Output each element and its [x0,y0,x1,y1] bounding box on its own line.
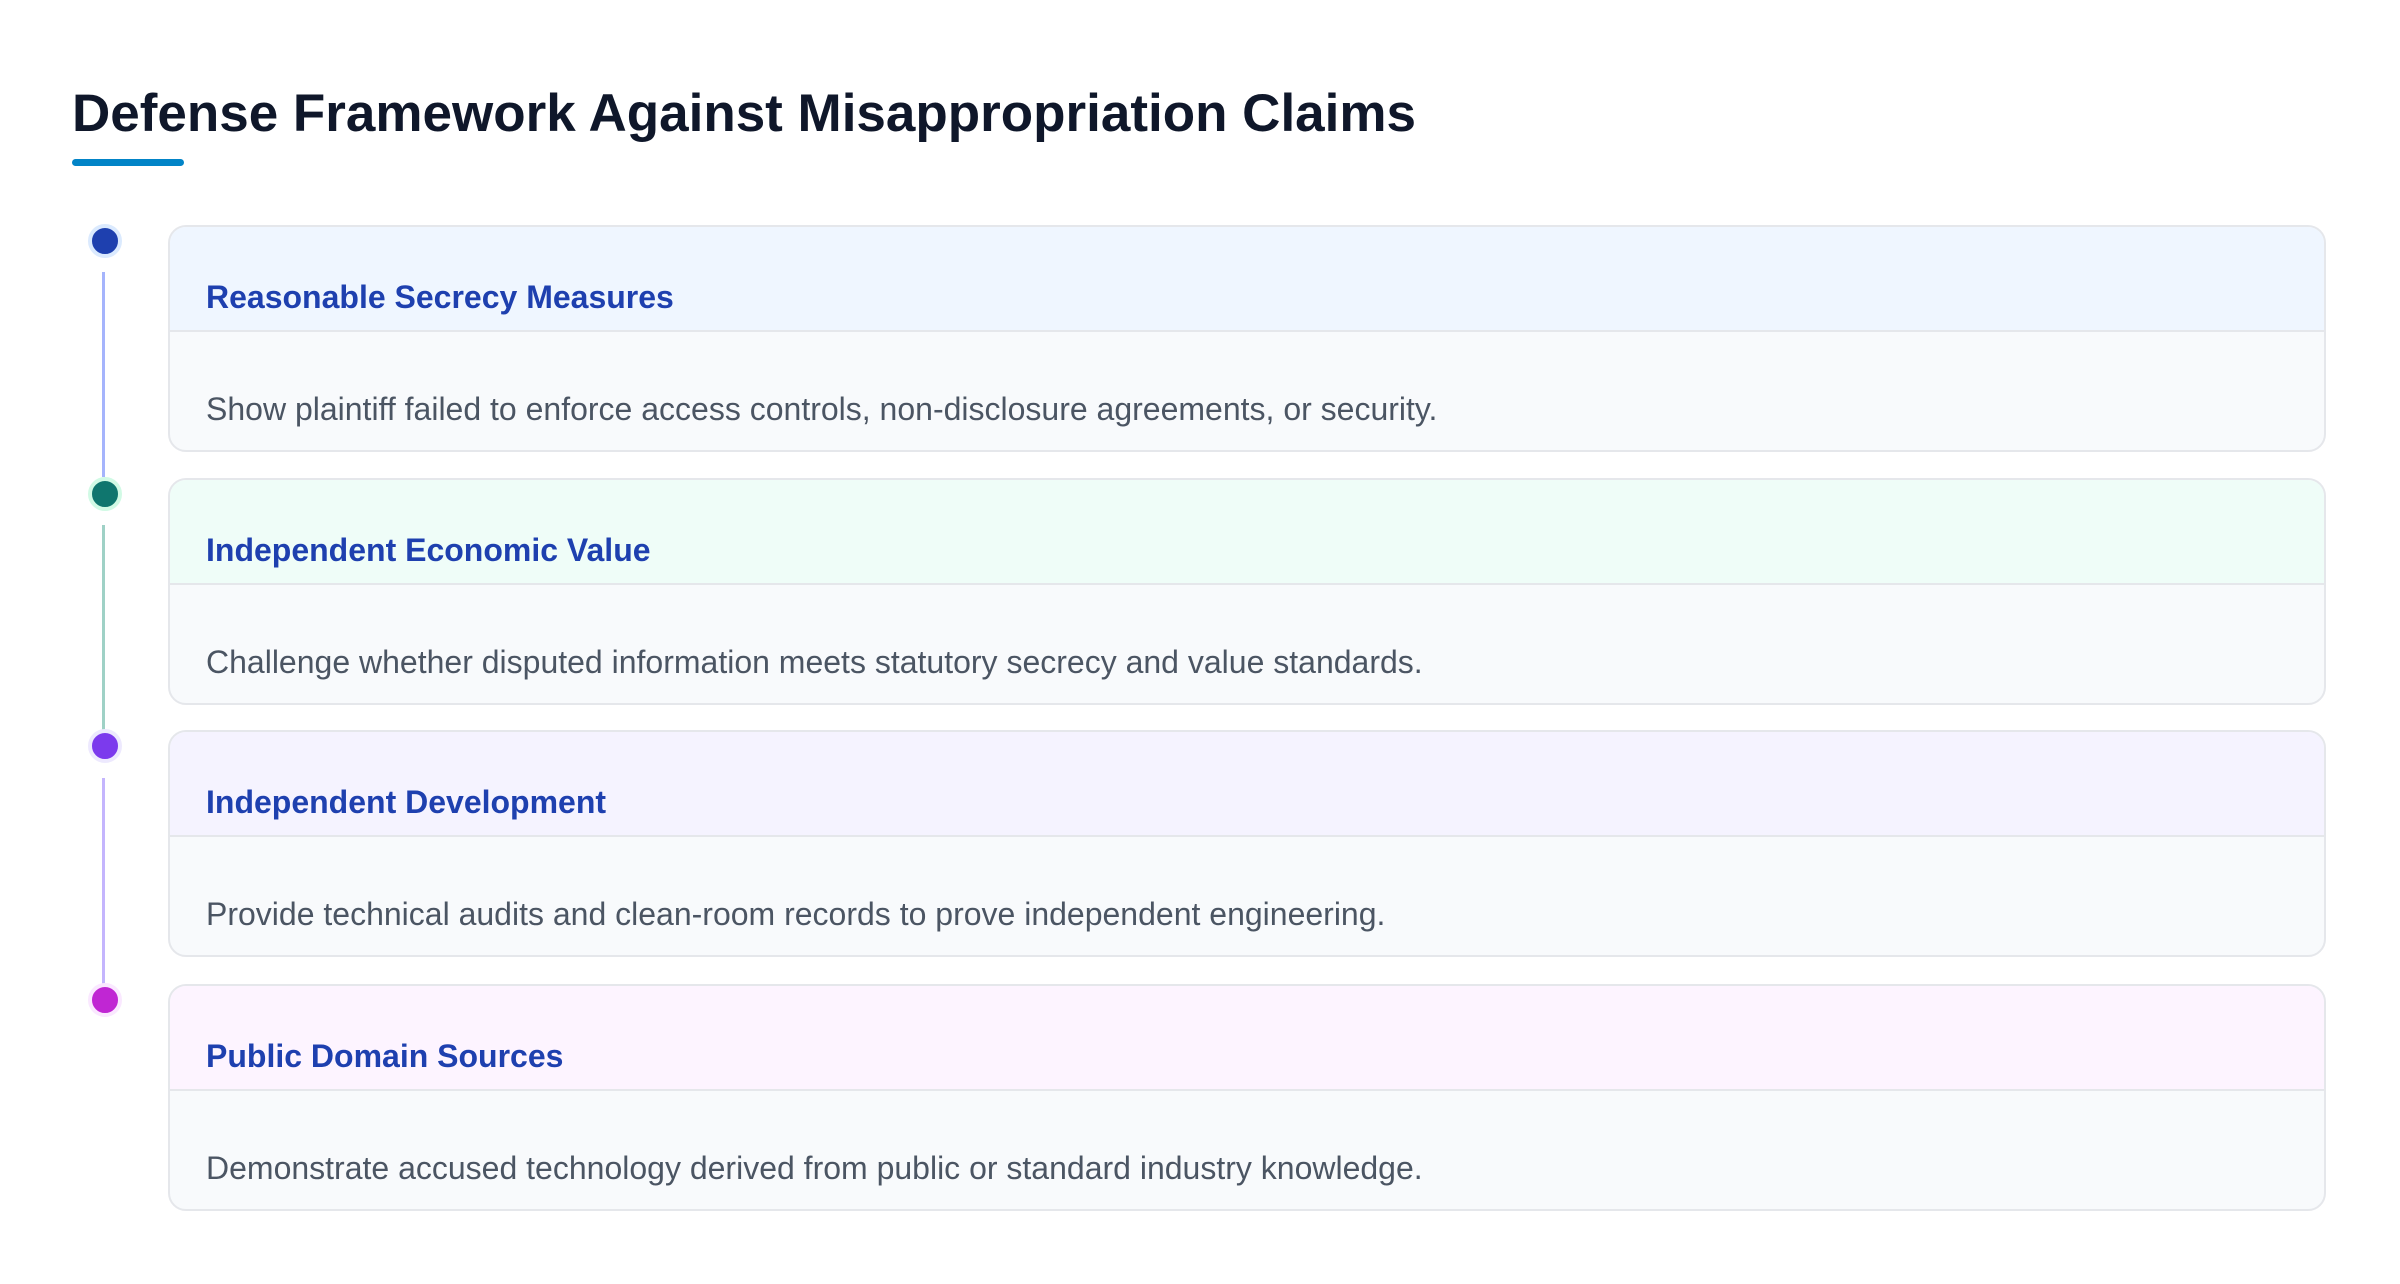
timeline-dot [88,477,122,511]
card-header [170,480,2324,585]
timeline-connector [102,525,105,730]
timeline-dot [88,224,122,258]
card-title: Independent Economic Value [206,532,651,568]
timeline-connector [102,272,105,477]
timeline-connector [102,778,105,984]
card-description: Challenge whether disputed information m… [206,644,1423,680]
timeline-dot [88,983,122,1017]
card-header [170,732,2324,837]
card-title: Reasonable Secrecy Measures [206,279,674,315]
card-description: Provide technical audits and clean-room … [206,896,1386,932]
title-underline [72,159,184,166]
defense-card: Independent Development Provide technica… [168,730,2326,957]
card-header [170,227,2324,332]
card-description: Demonstrate accused technology derived f… [206,1150,1423,1186]
timeline-dot [88,729,122,763]
page-title: Defense Framework Against Misappropriati… [72,84,1416,143]
card-description: Show plaintiff failed to enforce access … [206,391,1438,427]
card-header [170,986,2324,1091]
defense-card: Reasonable Secrecy Measures Show plainti… [168,225,2326,452]
defense-card: Independent Economic Value Challenge whe… [168,478,2326,705]
defense-card: Public Domain Sources Demonstrate accuse… [168,984,2326,1211]
card-title: Independent Development [206,784,607,820]
card-title: Public Domain Sources [206,1038,564,1074]
